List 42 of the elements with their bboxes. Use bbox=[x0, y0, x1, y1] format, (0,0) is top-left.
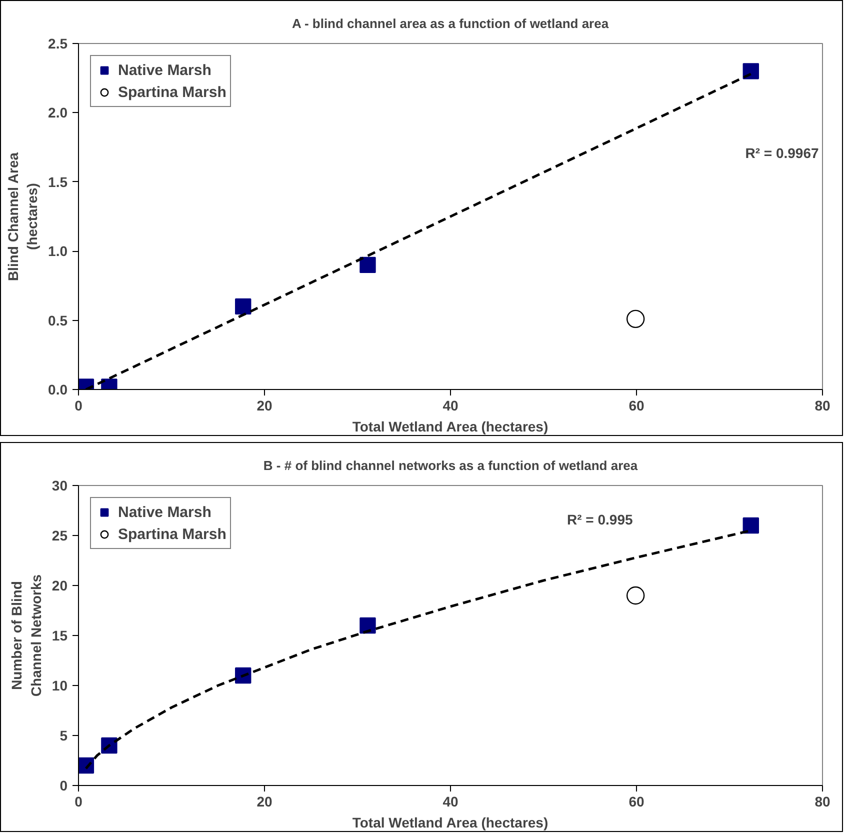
y-tick-label: 15 bbox=[52, 628, 68, 644]
point bbox=[742, 517, 759, 534]
chart-title: B - # of blind channel networks as a function of wetland area bbox=[263, 458, 638, 473]
y-tick-label: 20 bbox=[52, 578, 68, 594]
y-axis-title: Blind Channel Area (hectares) bbox=[4, 152, 40, 282]
point bbox=[626, 310, 645, 328]
x-tick-label: 80 bbox=[814, 794, 830, 810]
y-tick-label: 0 bbox=[60, 778, 68, 794]
x-tick-label: 40 bbox=[442, 794, 458, 810]
y-tick-label: 0.0 bbox=[48, 382, 68, 398]
point bbox=[742, 63, 759, 80]
y-tick-label: 1.5 bbox=[48, 174, 68, 190]
x-axis-title: Total Wetland Area (hectares) bbox=[352, 418, 548, 434]
legend-label: Native Marsh bbox=[118, 62, 212, 78]
x-axis-title: Total Wetland Area (hectares) bbox=[352, 814, 548, 830]
point bbox=[626, 586, 645, 605]
point bbox=[360, 617, 376, 634]
legend-label: Spartina Marsh bbox=[118, 84, 226, 100]
x-tick-label: 20 bbox=[256, 794, 272, 810]
x-tick-label: 20 bbox=[256, 398, 272, 414]
y-tick-label: 2.5 bbox=[48, 36, 68, 52]
y-tick-label: 2.0 bbox=[48, 104, 68, 121]
annotation: R² = 0.995 bbox=[567, 512, 633, 528]
y-tick-label: 30 bbox=[52, 478, 68, 494]
y-tick-label: 0.5 bbox=[48, 312, 68, 328]
annotation: R² = 0.9967 bbox=[745, 145, 819, 162]
x-tick-label: 40 bbox=[442, 398, 458, 414]
x-tick-label: 60 bbox=[628, 794, 644, 810]
y-tick-label: 25 bbox=[52, 528, 68, 544]
y-axis-title: Number of Blind Channel Networks bbox=[8, 574, 44, 697]
x-tick-label: 80 bbox=[814, 398, 830, 414]
y-tick-label: 1.0 bbox=[48, 243, 68, 260]
chart-title: A - blind channel area as a function of wetland area bbox=[292, 16, 610, 31]
point bbox=[360, 256, 376, 274]
legend-label: Spartina Marsh bbox=[118, 526, 226, 542]
point bbox=[235, 298, 252, 315]
y-tick-label: 5 bbox=[60, 728, 68, 744]
y-tick-label: 10 bbox=[52, 678, 68, 694]
x-tick-label: 0 bbox=[74, 398, 83, 414]
x-tick-label: 60 bbox=[628, 398, 644, 414]
legend-label: Native Marsh bbox=[118, 504, 212, 520]
x-tick-label: 0 bbox=[74, 794, 83, 810]
